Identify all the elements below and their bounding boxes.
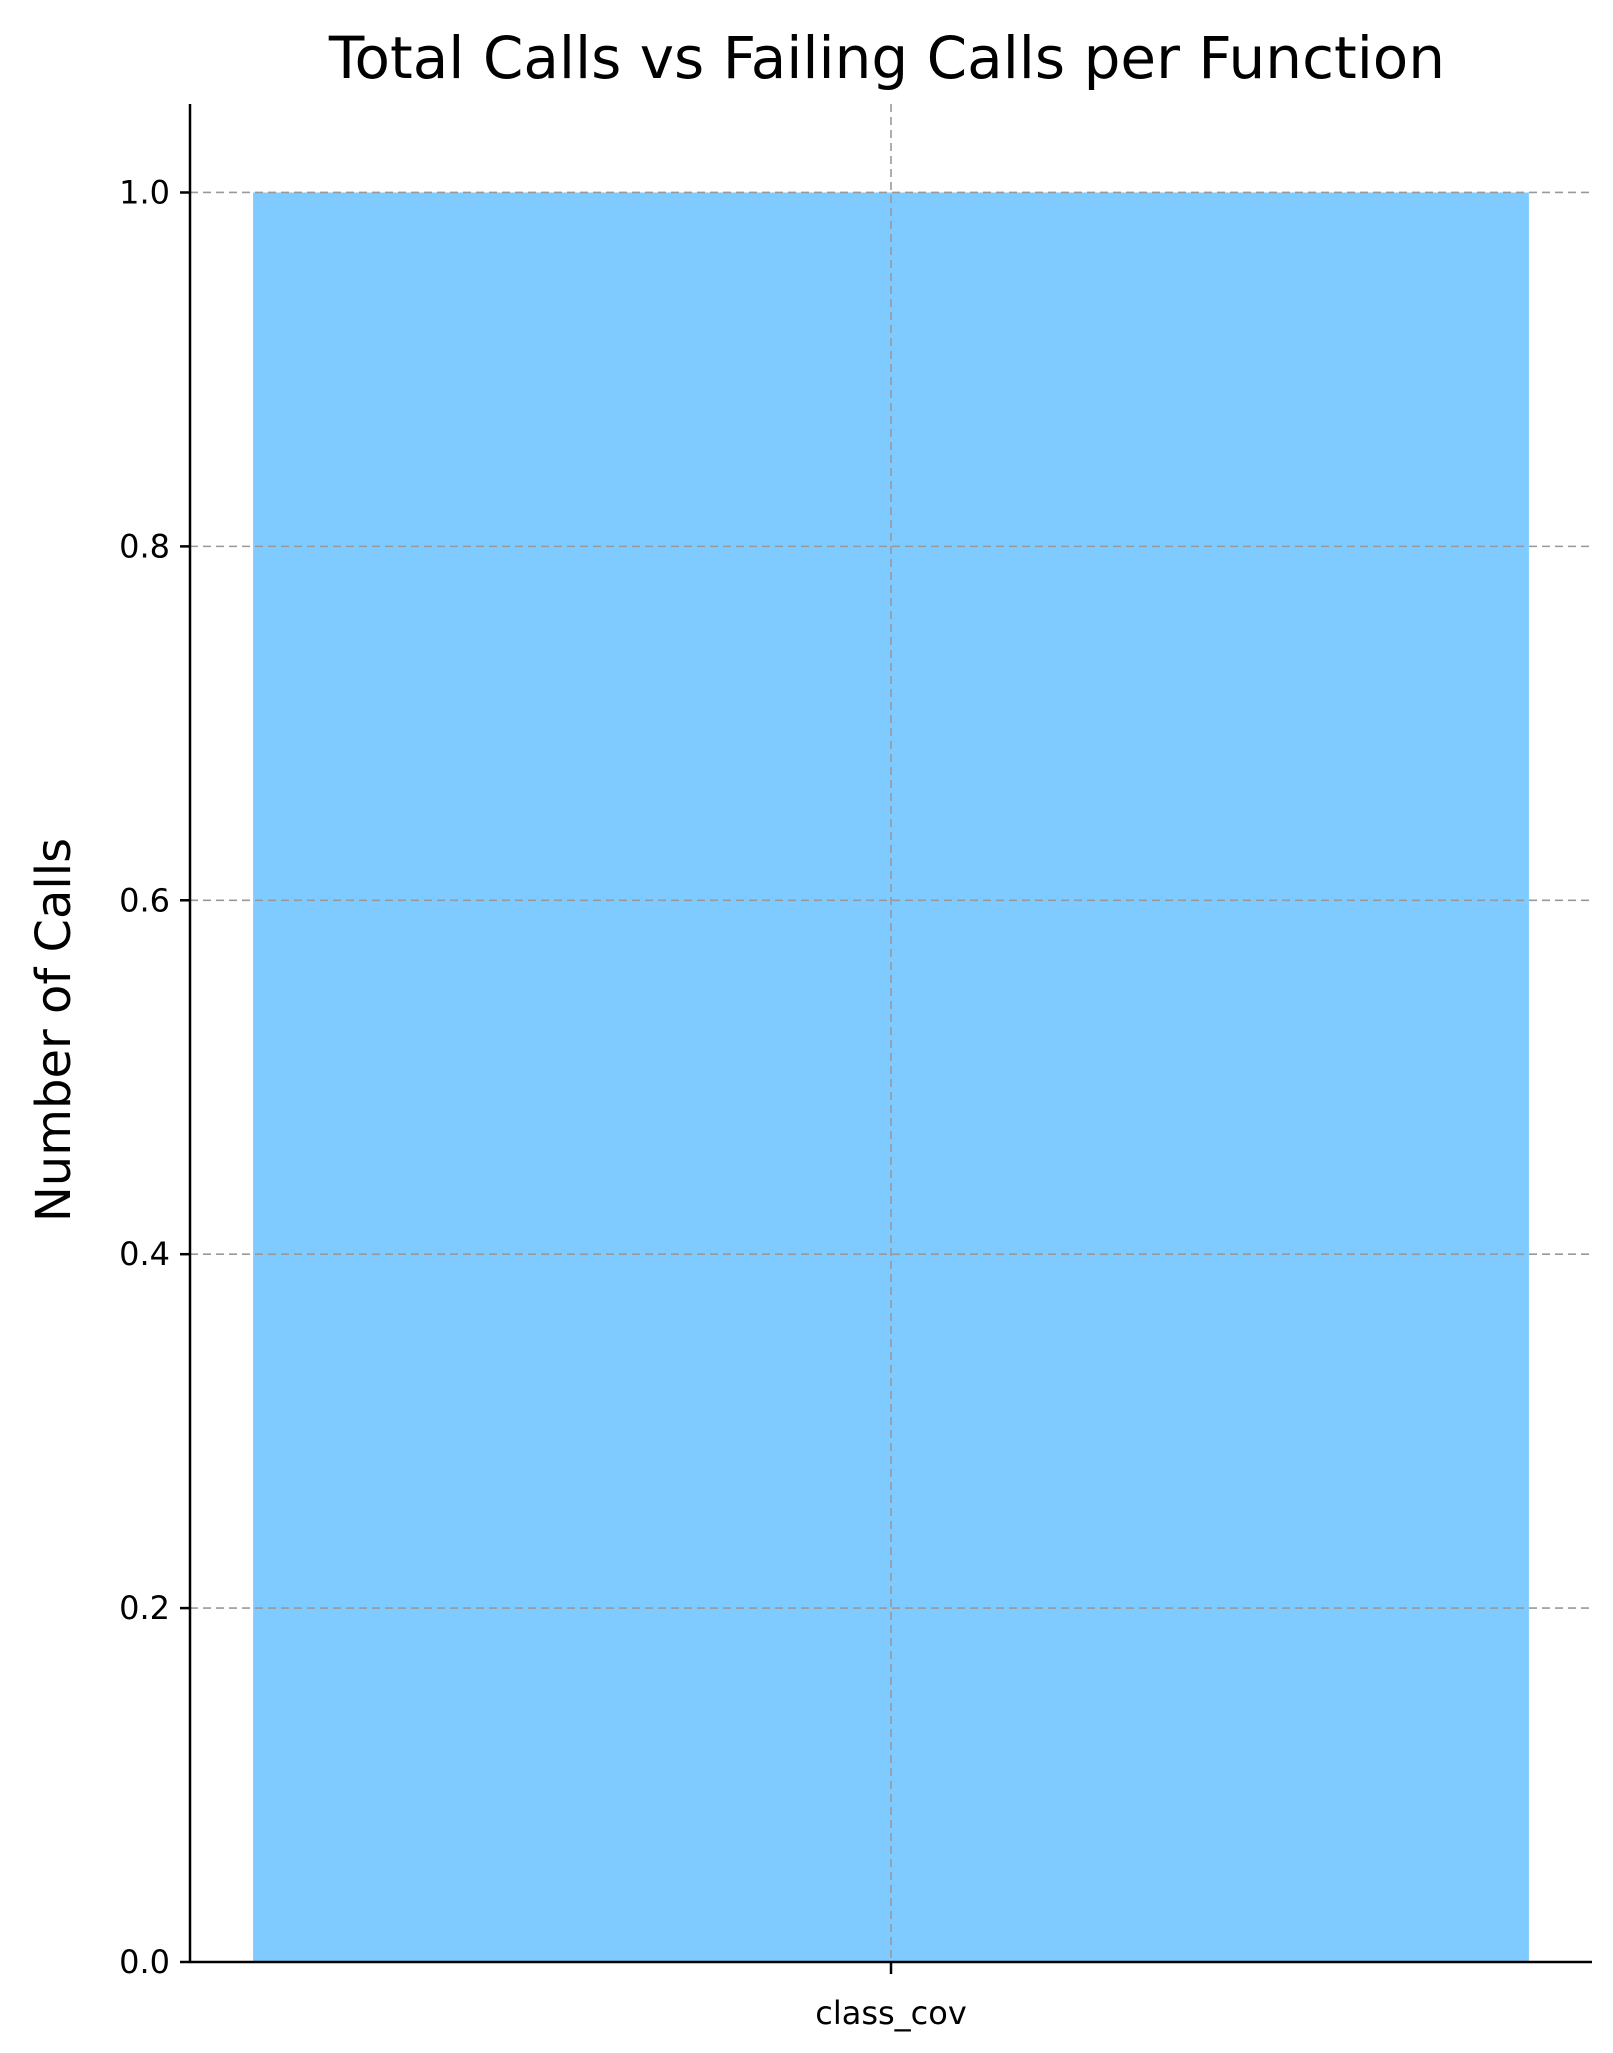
y-tick-label: 0.6 xyxy=(119,881,170,919)
y-tick-label: 0.4 xyxy=(119,1235,170,1273)
y-tick-label: 0.2 xyxy=(119,1589,170,1627)
y-tick-label: 1.0 xyxy=(119,173,170,211)
grid-layer xyxy=(190,104,1592,1962)
y-tick-label: 0.0 xyxy=(119,1943,170,1981)
ticks-layer: 0.0 0.2 0.4 0.6 0.8 1.0 class_cov xyxy=(119,173,967,2032)
x-tick-label: class_cov xyxy=(815,1994,967,2032)
chart-title: Total Calls vs Failing Calls per Functio… xyxy=(328,24,1445,92)
y-axis-label: Number of Calls xyxy=(26,838,82,1222)
y-tick-label: 0.8 xyxy=(119,527,170,565)
